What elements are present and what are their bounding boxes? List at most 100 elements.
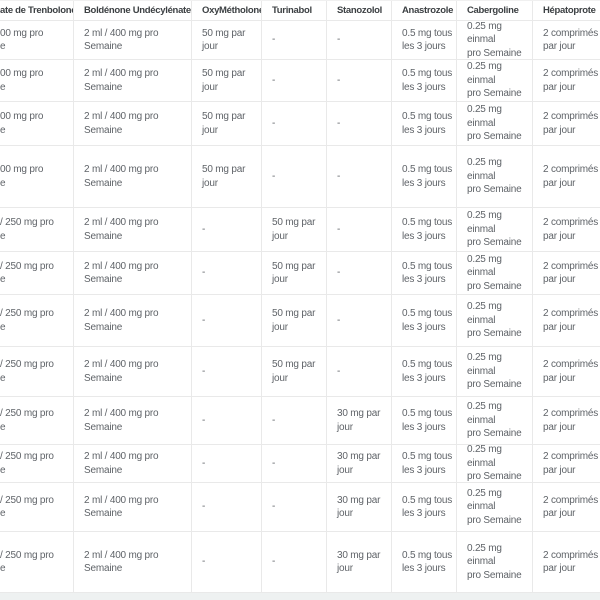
table-cell: 0.25 mg einmal pro Semaine bbox=[457, 252, 533, 294]
table-cell: 0.5 mg tous les 3 jours bbox=[392, 483, 457, 531]
table-cell: / 250 mg pro e bbox=[0, 445, 74, 482]
table-cell: - bbox=[327, 21, 392, 59]
table-cell: / 250 mg pro e bbox=[0, 295, 74, 346]
table-cell: 00 mg pro e bbox=[0, 60, 74, 101]
table-cell: 30 mg par jour bbox=[327, 532, 392, 592]
table-cell: 2 comprimés par jour bbox=[543, 494, 599, 520]
table-cell: 0.5 mg tous les 3 jours bbox=[392, 532, 457, 592]
table-cell: 00 mg pro e bbox=[0, 102, 74, 145]
column-header-cabergoline: Cabergoline bbox=[457, 1, 533, 20]
table-cell: / 250 mg pro e bbox=[0, 532, 74, 592]
table-cell: 2 comprimés par jour bbox=[543, 164, 599, 189]
table-cell: - bbox=[262, 102, 327, 145]
column-header-oxymetholone: OxyMétholone bbox=[192, 1, 262, 20]
table-cell: 30 mg par jour bbox=[327, 397, 392, 444]
table-cell: 2 comprimés par jour bbox=[543, 217, 599, 242]
table-cell: 2 comprimés par jour bbox=[543, 308, 599, 333]
table-cell: - bbox=[327, 146, 392, 207]
table-cell: 50 mg par jour bbox=[262, 295, 327, 346]
table-cell: 0.5 mg tous les 3 jours bbox=[392, 397, 457, 444]
table-cell: 00 mg pro e bbox=[0, 146, 74, 207]
table-header-row: ate de Trenbolone Boldénone Undécylénate… bbox=[0, 0, 600, 21]
table-cell: 0.25 mg einmal pro Semaine bbox=[457, 60, 533, 101]
table-cell: - bbox=[192, 347, 262, 396]
table-cell: - bbox=[262, 445, 327, 482]
table-cell: 0.25 mg einmal pro Semaine bbox=[457, 445, 533, 482]
table-cell: 0.5 mg tous les 3 jours bbox=[392, 146, 457, 207]
table-cell: - bbox=[262, 146, 327, 207]
column-header-stanozolol: Stanozolol bbox=[327, 1, 392, 20]
table-cell: 50 mg par jour bbox=[192, 60, 262, 101]
table-cell: 0.5 mg tous les 3 jours bbox=[392, 208, 457, 251]
table-cell: - bbox=[192, 208, 262, 251]
table-cell: 2 comprimés par jour bbox=[543, 27, 599, 53]
table-cell: 0.25 mg einmal pro Semaine bbox=[457, 397, 533, 444]
table-cell: 00 mg pro e bbox=[0, 21, 74, 59]
table-cell: 50 mg par jour bbox=[262, 347, 327, 396]
table-cell: 50 mg par jour bbox=[192, 146, 262, 207]
table-cell: 2 ml / 400 mg pro Semaine bbox=[74, 208, 192, 251]
table-cell: 50 mg par jour bbox=[192, 102, 262, 145]
table-cell: / 250 mg pro e bbox=[0, 347, 74, 396]
table-cell: - bbox=[192, 532, 262, 592]
column-header-hepatoprotection: Hépatoprote bbox=[543, 5, 596, 16]
table-cell: 0.25 mg einmal pro Semaine bbox=[457, 21, 533, 59]
table-cell: 0.25 mg einmal pro Semaine bbox=[457, 532, 533, 592]
table-cell: 2 comprimés par jour bbox=[543, 260, 599, 286]
table-cell: 0.5 mg tous les 3 jours bbox=[392, 347, 457, 396]
column-header-trenbolone-enanthate: ate de Trenbolone bbox=[0, 1, 74, 20]
table-cell: - bbox=[327, 60, 392, 101]
table-cell: - bbox=[327, 295, 392, 346]
column-header-anastrozole: Anastrozole bbox=[392, 1, 457, 20]
table-cell: - bbox=[327, 252, 392, 294]
table-cell: 0.25 mg einmal pro Semaine bbox=[457, 483, 533, 531]
table-cell: 2 ml / 400 mg pro Semaine bbox=[74, 60, 192, 101]
table-cell: 0.5 mg tous les 3 jours bbox=[392, 295, 457, 346]
table-cell: 0.5 mg tous les 3 jours bbox=[392, 102, 457, 145]
table-cell: - bbox=[192, 252, 262, 294]
table-cell: - bbox=[262, 60, 327, 101]
table-cell: - bbox=[327, 347, 392, 396]
table-cell: 2 ml / 400 mg pro Semaine bbox=[74, 347, 192, 396]
table-cell: 50 mg par jour bbox=[262, 208, 327, 251]
table-cell: 2 ml / 400 mg pro Semaine bbox=[74, 445, 192, 482]
table-cell: - bbox=[192, 483, 262, 531]
table-cell: / 250 mg pro e bbox=[0, 208, 74, 251]
table-cell: 50 mg par jour bbox=[192, 21, 262, 59]
table-cell: 2 ml / 400 mg pro Semaine bbox=[74, 252, 192, 294]
table-cell: 0.5 mg tous les 3 jours bbox=[392, 21, 457, 59]
table-cell: 2 ml / 400 mg pro Semaine bbox=[74, 483, 192, 531]
bottom-strip bbox=[0, 593, 600, 600]
table-cell: 2 comprimés par jour bbox=[543, 359, 599, 384]
table-cell: - bbox=[192, 397, 262, 444]
table-cell: 0.5 mg tous les 3 jours bbox=[392, 252, 457, 294]
table-cell: 0.25 mg einmal pro Semaine bbox=[457, 102, 533, 145]
column-header-boldenone-undecylenate: Boldénone Undécylénate bbox=[74, 1, 192, 20]
table-cell: 0.25 mg einmal pro Semaine bbox=[457, 208, 533, 251]
table-cell: 30 mg par jour bbox=[327, 445, 392, 482]
table-cell: 2 ml / 400 mg pro Semaine bbox=[74, 532, 192, 592]
table-cell: 0.25 mg einmal pro Semaine bbox=[457, 146, 533, 207]
table-cell: 0.5 mg tous les 3 jours bbox=[392, 60, 457, 101]
table-cell: 2 ml / 400 mg pro Semaine bbox=[74, 21, 192, 59]
table-cell: 50 mg par jour bbox=[262, 252, 327, 294]
table-cell: 0.25 mg einmal pro Semaine bbox=[457, 347, 533, 396]
table-cell: - bbox=[262, 21, 327, 59]
table-cell: - bbox=[262, 397, 327, 444]
table-cell: 2 ml / 400 mg pro Semaine bbox=[74, 102, 192, 145]
table-cell: / 250 mg pro e bbox=[0, 252, 74, 294]
table-cell: 2 comprimés par jour bbox=[543, 451, 599, 476]
table-cell: / 250 mg pro e bbox=[0, 483, 74, 531]
